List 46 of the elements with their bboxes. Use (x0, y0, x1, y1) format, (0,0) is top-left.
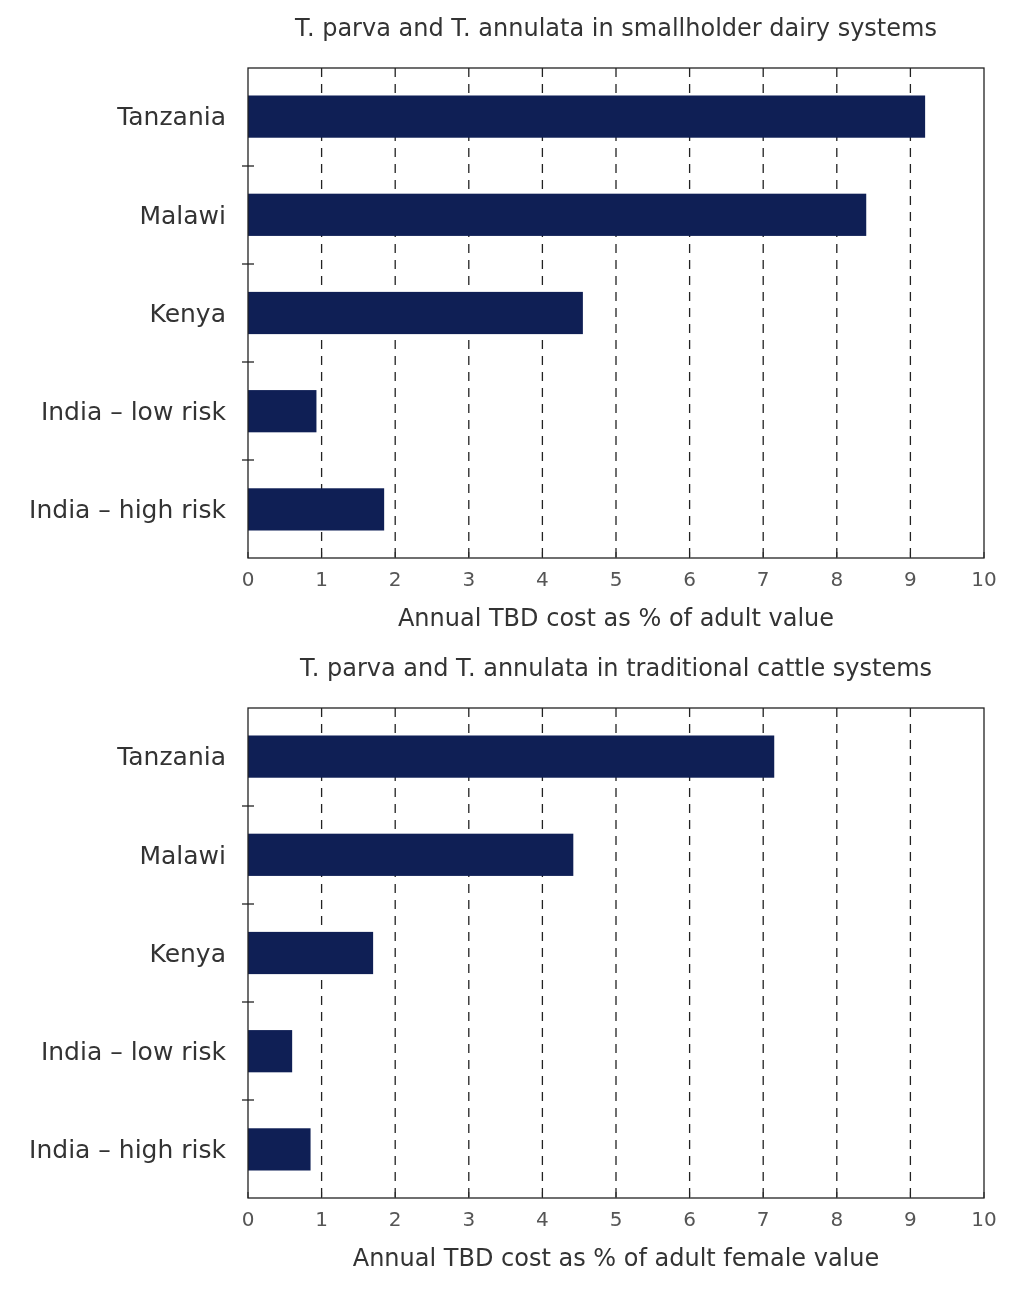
y-tick-label: Kenya (149, 938, 226, 968)
bar (248, 833, 574, 876)
y-tick-label: Malawi (139, 200, 226, 230)
bar (248, 735, 775, 778)
x-tick-label: 7 (756, 1207, 770, 1231)
x-tick-label: 6 (683, 1207, 696, 1231)
x-axis-title: Annual TBD cost as % of adult female value (352, 1244, 880, 1272)
x-tick-label: 0 (241, 1207, 255, 1231)
x-tick-label: 10 (971, 1207, 997, 1231)
bar (248, 1128, 311, 1171)
x-tick-label: 2 (388, 1207, 402, 1231)
y-tick-label: India – low risk (40, 396, 227, 426)
chart-title: T. parva and T. annulata in smallholder dairy systems (294, 14, 937, 42)
x-tick-label: 6 (683, 567, 696, 591)
bar (248, 488, 385, 531)
x-tick-label: 9 (904, 1207, 917, 1231)
x-tick-label: 5 (609, 1207, 623, 1231)
chart-title: T. parva and T. annulata in traditional cattle systems (298, 654, 933, 682)
x-tick-label: 10 (971, 567, 997, 591)
x-tick-label: 9 (904, 567, 917, 591)
x-tick-label: 0 (241, 567, 255, 591)
x-tick-label: 8 (830, 1207, 844, 1231)
x-tick-label: 7 (756, 567, 770, 591)
x-tick-label: 8 (830, 567, 844, 591)
y-tick-label: Malawi (139, 840, 226, 870)
y-tick-label: Tanzania (116, 742, 226, 772)
x-tick-label: 4 (536, 567, 549, 591)
x-axis-title: Annual TBD cost as % of adult value (397, 604, 835, 632)
y-tick-label: Kenya (149, 298, 226, 328)
x-tick-label: 3 (462, 567, 476, 591)
x-tick-label: 5 (609, 567, 623, 591)
bar (248, 95, 926, 138)
bar (248, 291, 583, 335)
bar (248, 1030, 293, 1073)
x-tick-label: 4 (536, 1207, 549, 1231)
x-tick-label: 1 (315, 1207, 328, 1231)
bar (248, 390, 317, 433)
y-tick-label: India – high risk (29, 1135, 227, 1165)
y-tick-label: India – low risk (40, 1036, 227, 1066)
x-tick-label: 3 (462, 1207, 476, 1231)
x-tick-label: 1 (315, 567, 328, 591)
x-tick-label: 2 (388, 567, 402, 591)
bar (248, 193, 867, 236)
bar (248, 931, 374, 975)
y-tick-label: Tanzania (116, 102, 226, 132)
y-tick-label: India – high risk (29, 495, 227, 525)
